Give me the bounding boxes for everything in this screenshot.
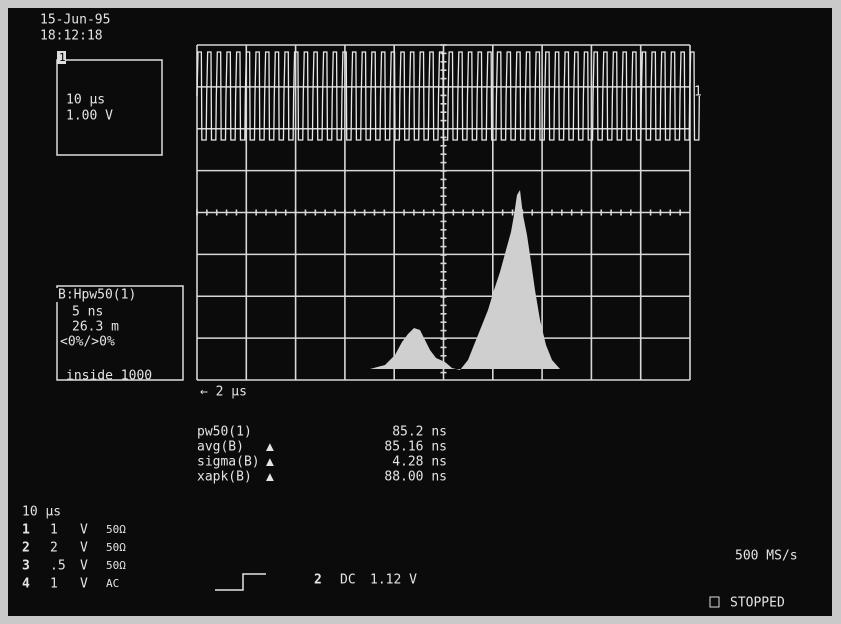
channel-scale: .5: [50, 559, 66, 574]
delay: ← 2 µs: [200, 385, 247, 400]
meas-value: 85.16 ns: [384, 440, 447, 455]
channel-timebase: 10 µs: [66, 93, 105, 108]
channel-unit: V: [80, 541, 88, 556]
channel-num: 1: [22, 523, 30, 538]
meas-value: 85.2 ns: [392, 425, 447, 440]
meas-value: 88.00 ns: [384, 470, 447, 485]
meas-name: sigma(B): [197, 455, 260, 470]
measure-line: 26.3 m: [72, 320, 119, 335]
trace-marker: 1: [694, 85, 702, 100]
channel-unit: V: [80, 559, 88, 574]
waveform: [196, 51, 700, 141]
measure-line: inside 1000: [66, 369, 152, 384]
meas-value: 4.28 ns: [392, 455, 447, 470]
measure-box: [56, 285, 184, 381]
channel-coupling: 50Ω: [106, 541, 126, 554]
channels: 1 1 V 50Ω 2 2 V 50Ω 3 .5 V 50Ω 4 1 V AC: [22, 523, 126, 592]
channel-unit: V: [80, 577, 88, 592]
meas-flag: ▲: [266, 455, 274, 470]
meas-flag: ▲: [266, 440, 274, 455]
channel-num: 2: [22, 541, 30, 556]
channel-box: [56, 59, 163, 156]
trigger-level: 1.12 V: [370, 573, 417, 588]
trigger-coupling: DC: [340, 573, 356, 588]
channel-num: 4: [22, 577, 30, 592]
channel-badge-text: 1: [59, 51, 66, 64]
measure-line: <0%/>0%: [60, 335, 115, 350]
channel-unit: V: [80, 523, 88, 538]
channel-coupling: 50Ω: [106, 559, 126, 572]
channel-scale: 2: [50, 541, 58, 556]
channel-scale: 1: [50, 523, 58, 538]
channel-coupling: 50Ω: [106, 523, 126, 536]
meas-name: xapk(B): [197, 470, 252, 485]
meas-name: avg(B): [197, 440, 244, 455]
meas-name: pw50(1): [197, 425, 252, 440]
channel-num: 3: [22, 559, 30, 574]
date: 15-Jun-95: [40, 13, 110, 28]
meas-flag: ▲: [266, 470, 274, 485]
channel-badge: [57, 51, 66, 64]
screen-bg: [8, 8, 832, 616]
sample-rate: 500 MS/s: [735, 549, 798, 564]
histogram: [370, 190, 560, 370]
measure-line: 5 ns: [72, 305, 103, 320]
measure-title-bg: [55, 288, 180, 302]
channel-volts: 1.00 V: [66, 109, 113, 124]
time: 18:12:18: [40, 29, 103, 44]
status: STOPPED: [730, 596, 785, 611]
trigger-icon: [215, 573, 266, 591]
status-icon: [709, 596, 720, 608]
measurements: pw50(1) 85.2 ns avg(B) ▲ 85.16 ns sigma(B) ▲ 4.…: [197, 425, 447, 485]
timebase: 10 µs: [22, 505, 61, 520]
channel-coupling: AC: [106, 577, 119, 590]
trigger-source: 2: [314, 573, 322, 588]
channel-scale: 1: [50, 577, 58, 592]
measure-title: B:Hpw50(1): [58, 288, 136, 303]
